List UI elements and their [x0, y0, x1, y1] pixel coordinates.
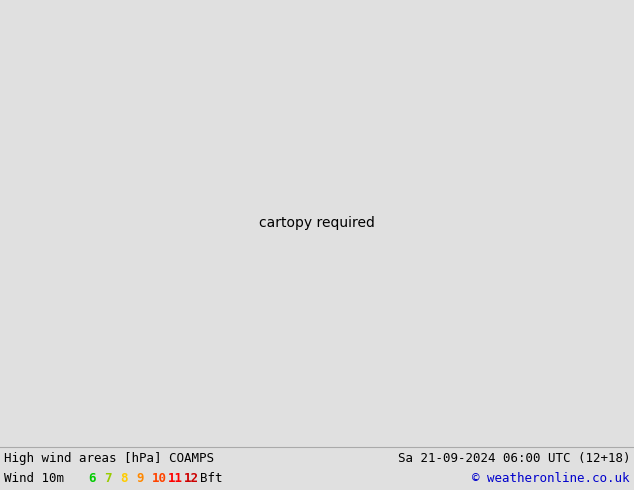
Text: Wind 10m: Wind 10m: [4, 472, 64, 485]
Text: 10: 10: [152, 472, 167, 485]
Text: 12: 12: [184, 472, 199, 485]
Text: 6: 6: [88, 472, 96, 485]
Text: 7: 7: [104, 472, 112, 485]
Text: cartopy required: cartopy required: [259, 216, 375, 230]
Text: 11: 11: [168, 472, 183, 485]
Text: High wind areas [hPa] COAMPS: High wind areas [hPa] COAMPS: [4, 452, 214, 465]
Text: 9: 9: [136, 472, 143, 485]
Text: Bft: Bft: [200, 472, 223, 485]
Text: © weatheronline.co.uk: © weatheronline.co.uk: [472, 472, 630, 485]
Text: 8: 8: [120, 472, 127, 485]
Text: Sa 21-09-2024 06:00 UTC (12+18): Sa 21-09-2024 06:00 UTC (12+18): [398, 452, 630, 465]
